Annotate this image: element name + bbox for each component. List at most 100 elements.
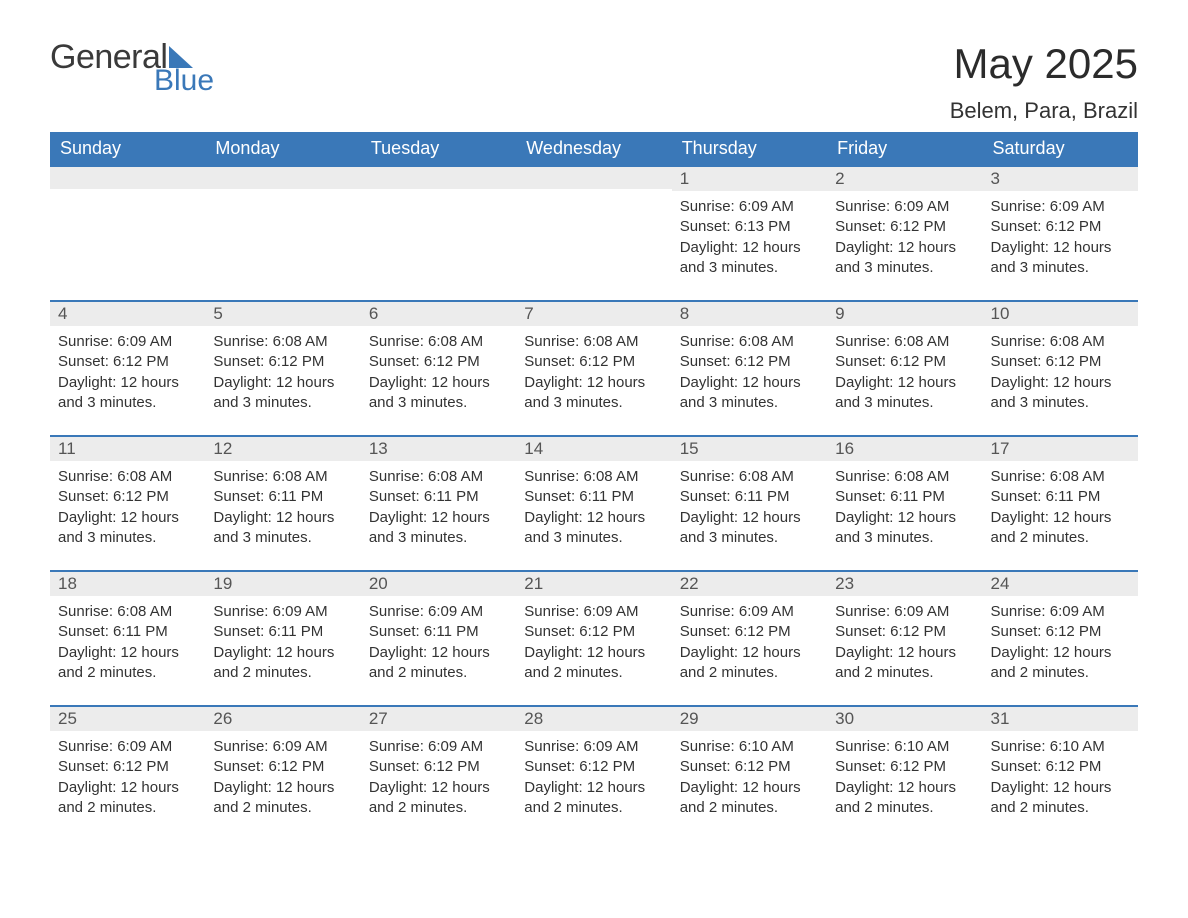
day-number-bar: 7 <box>516 300 671 326</box>
daylight-line: Daylight: 12 hours and 2 minutes. <box>991 778 1130 819</box>
day-number-bar: 26 <box>205 705 360 731</box>
day-cell <box>50 165 205 282</box>
sunrise-line: Sunrise: 6:08 AM <box>524 332 663 352</box>
day-body: Sunrise: 6:08 AMSunset: 6:11 PMDaylight:… <box>827 461 982 552</box>
sunset-line: Sunset: 6:11 PM <box>835 487 974 507</box>
sunrise-line: Sunrise: 6:08 AM <box>991 332 1130 352</box>
daylight-line: Daylight: 12 hours and 2 minutes. <box>991 508 1130 549</box>
day-body: Sunrise: 6:08 AMSunset: 6:12 PMDaylight:… <box>827 326 982 417</box>
day-body: Sunrise: 6:08 AMSunset: 6:12 PMDaylight:… <box>983 326 1138 417</box>
day-body: Sunrise: 6:09 AMSunset: 6:12 PMDaylight:… <box>50 326 205 417</box>
daylight-line: Daylight: 12 hours and 2 minutes. <box>991 643 1130 684</box>
day-number-bar: 12 <box>205 435 360 461</box>
day-number-bar: 25 <box>50 705 205 731</box>
day-body: Sunrise: 6:08 AMSunset: 6:11 PMDaylight:… <box>516 461 671 552</box>
day-cell: 18Sunrise: 6:08 AMSunset: 6:11 PMDayligh… <box>50 570 205 687</box>
sunset-line: Sunset: 6:12 PM <box>213 352 352 372</box>
sunset-line: Sunset: 6:12 PM <box>680 757 819 777</box>
day-cell: 8Sunrise: 6:08 AMSunset: 6:12 PMDaylight… <box>672 300 827 417</box>
day-number-bar: 23 <box>827 570 982 596</box>
day-body: Sunrise: 6:08 AMSunset: 6:11 PMDaylight:… <box>50 596 205 687</box>
day-body: Sunrise: 6:09 AMSunset: 6:12 PMDaylight:… <box>516 596 671 687</box>
daylight-line: Daylight: 12 hours and 3 minutes. <box>680 373 819 414</box>
day-cell: 22Sunrise: 6:09 AMSunset: 6:12 PMDayligh… <box>672 570 827 687</box>
sunrise-line: Sunrise: 6:08 AM <box>58 602 197 622</box>
day-body: Sunrise: 6:09 AMSunset: 6:12 PMDaylight:… <box>672 596 827 687</box>
day-cell: 10Sunrise: 6:08 AMSunset: 6:12 PMDayligh… <box>983 300 1138 417</box>
sunrise-line: Sunrise: 6:08 AM <box>213 332 352 352</box>
sunset-line: Sunset: 6:12 PM <box>991 352 1130 372</box>
day-body: Sunrise: 6:09 AMSunset: 6:12 PMDaylight:… <box>205 731 360 822</box>
day-cell: 24Sunrise: 6:09 AMSunset: 6:12 PMDayligh… <box>983 570 1138 687</box>
day-body: Sunrise: 6:08 AMSunset: 6:12 PMDaylight:… <box>205 326 360 417</box>
sunset-line: Sunset: 6:11 PM <box>680 487 819 507</box>
logo: General Blue <box>50 40 214 96</box>
day-body: Sunrise: 6:08 AMSunset: 6:11 PMDaylight:… <box>361 461 516 552</box>
sunset-line: Sunset: 6:13 PM <box>680 217 819 237</box>
day-body: Sunrise: 6:08 AMSunset: 6:12 PMDaylight:… <box>50 461 205 552</box>
day-cell: 4Sunrise: 6:09 AMSunset: 6:12 PMDaylight… <box>50 300 205 417</box>
day-number-bar: 16 <box>827 435 982 461</box>
sunrise-line: Sunrise: 6:09 AM <box>835 602 974 622</box>
sunrise-line: Sunrise: 6:08 AM <box>991 467 1130 487</box>
daylight-line: Daylight: 12 hours and 3 minutes. <box>991 238 1130 279</box>
sunset-line: Sunset: 6:12 PM <box>58 352 197 372</box>
daylight-line: Daylight: 12 hours and 2 minutes. <box>58 643 197 684</box>
sunrise-line: Sunrise: 6:09 AM <box>213 737 352 757</box>
location-text: Belem, Para, Brazil <box>950 98 1138 124</box>
daylight-line: Daylight: 12 hours and 3 minutes. <box>213 508 352 549</box>
day-body: Sunrise: 6:08 AMSunset: 6:11 PMDaylight:… <box>205 461 360 552</box>
day-body: Sunrise: 6:08 AMSunset: 6:11 PMDaylight:… <box>983 461 1138 552</box>
weekday-header: SundayMondayTuesdayWednesdayThursdayFrid… <box>50 132 1138 165</box>
weeks-container: 1Sunrise: 6:09 AMSunset: 6:13 PMDaylight… <box>50 165 1138 822</box>
day-body: Sunrise: 6:08 AMSunset: 6:11 PMDaylight:… <box>672 461 827 552</box>
sunrise-line: Sunrise: 6:09 AM <box>369 602 508 622</box>
day-body: Sunrise: 6:08 AMSunset: 6:12 PMDaylight:… <box>672 326 827 417</box>
sunset-line: Sunset: 6:11 PM <box>58 622 197 642</box>
daylight-line: Daylight: 12 hours and 3 minutes. <box>369 373 508 414</box>
sunset-line: Sunset: 6:11 PM <box>213 487 352 507</box>
daylight-line: Daylight: 12 hours and 2 minutes. <box>369 778 508 819</box>
week-row: 1Sunrise: 6:09 AMSunset: 6:13 PMDaylight… <box>50 165 1138 282</box>
sunset-line: Sunset: 6:11 PM <box>524 487 663 507</box>
day-cell <box>516 165 671 282</box>
sunrise-line: Sunrise: 6:08 AM <box>835 332 974 352</box>
day-body: Sunrise: 6:10 AMSunset: 6:12 PMDaylight:… <box>672 731 827 822</box>
day-cell: 16Sunrise: 6:08 AMSunset: 6:11 PMDayligh… <box>827 435 982 552</box>
sunset-line: Sunset: 6:12 PM <box>524 352 663 372</box>
daylight-line: Daylight: 12 hours and 3 minutes. <box>680 508 819 549</box>
day-cell: 31Sunrise: 6:10 AMSunset: 6:12 PMDayligh… <box>983 705 1138 822</box>
day-number-bar: 29 <box>672 705 827 731</box>
day-cell: 7Sunrise: 6:08 AMSunset: 6:12 PMDaylight… <box>516 300 671 417</box>
week-row: 11Sunrise: 6:08 AMSunset: 6:12 PMDayligh… <box>50 435 1138 552</box>
day-cell: 2Sunrise: 6:09 AMSunset: 6:12 PMDaylight… <box>827 165 982 282</box>
month-title: May 2025 <box>950 40 1138 88</box>
daylight-line: Daylight: 12 hours and 2 minutes. <box>58 778 197 819</box>
day-number-bar <box>50 165 205 189</box>
daylight-line: Daylight: 12 hours and 2 minutes. <box>213 778 352 819</box>
daylight-line: Daylight: 12 hours and 3 minutes. <box>835 373 974 414</box>
day-body: Sunrise: 6:09 AMSunset: 6:12 PMDaylight:… <box>516 731 671 822</box>
daylight-line: Daylight: 12 hours and 2 minutes. <box>835 778 974 819</box>
day-body: Sunrise: 6:09 AMSunset: 6:11 PMDaylight:… <box>361 596 516 687</box>
sunset-line: Sunset: 6:12 PM <box>835 217 974 237</box>
day-number-bar: 27 <box>361 705 516 731</box>
daylight-line: Daylight: 12 hours and 3 minutes. <box>835 238 974 279</box>
sunrise-line: Sunrise: 6:08 AM <box>680 467 819 487</box>
day-number-bar: 4 <box>50 300 205 326</box>
day-cell: 5Sunrise: 6:08 AMSunset: 6:12 PMDaylight… <box>205 300 360 417</box>
sunset-line: Sunset: 6:12 PM <box>58 757 197 777</box>
daylight-line: Daylight: 12 hours and 3 minutes. <box>680 238 819 279</box>
day-number-bar <box>361 165 516 189</box>
week-row: 4Sunrise: 6:09 AMSunset: 6:12 PMDaylight… <box>50 300 1138 417</box>
sunrise-line: Sunrise: 6:10 AM <box>835 737 974 757</box>
day-cell: 1Sunrise: 6:09 AMSunset: 6:13 PMDaylight… <box>672 165 827 282</box>
day-cell: 15Sunrise: 6:08 AMSunset: 6:11 PMDayligh… <box>672 435 827 552</box>
day-number-bar: 18 <box>50 570 205 596</box>
sunrise-line: Sunrise: 6:08 AM <box>369 332 508 352</box>
day-number-bar: 1 <box>672 165 827 191</box>
day-body: Sunrise: 6:08 AMSunset: 6:12 PMDaylight:… <box>361 326 516 417</box>
day-body: Sunrise: 6:09 AMSunset: 6:12 PMDaylight:… <box>827 191 982 282</box>
day-number-bar: 15 <box>672 435 827 461</box>
weekday-label: Sunday <box>50 132 205 165</box>
